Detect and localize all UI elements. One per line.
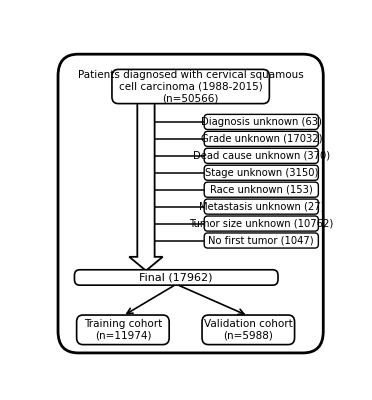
- Text: Tumor size unknown (10762): Tumor size unknown (10762): [189, 218, 333, 228]
- FancyBboxPatch shape: [202, 315, 295, 345]
- Text: Stage unknown (3150): Stage unknown (3150): [205, 168, 318, 178]
- Text: Patients diagnosed with cervical squamous
cell carcinoma (1988-2015)
(n=50566): Patients diagnosed with cervical squamou…: [78, 70, 304, 103]
- FancyBboxPatch shape: [204, 182, 318, 197]
- FancyBboxPatch shape: [204, 216, 318, 231]
- FancyBboxPatch shape: [58, 54, 323, 353]
- Text: Grade unknown (17032): Grade unknown (17032): [201, 134, 322, 144]
- Text: Metastasis unknown (27): Metastasis unknown (27): [199, 202, 324, 212]
- FancyBboxPatch shape: [74, 270, 278, 285]
- Polygon shape: [129, 103, 163, 271]
- Text: Diagnosis unknown (63): Diagnosis unknown (63): [201, 117, 322, 127]
- Text: No first tumor (1047): No first tumor (1047): [208, 236, 314, 246]
- FancyBboxPatch shape: [204, 148, 318, 163]
- FancyBboxPatch shape: [204, 165, 318, 180]
- Text: Final (17962): Final (17962): [140, 272, 213, 282]
- FancyBboxPatch shape: [112, 70, 269, 104]
- FancyBboxPatch shape: [204, 199, 318, 214]
- FancyBboxPatch shape: [77, 315, 169, 345]
- Text: Race unknown (153): Race unknown (153): [210, 185, 312, 195]
- Text: Dead cause unknown (370): Dead cause unknown (370): [193, 151, 330, 161]
- FancyBboxPatch shape: [204, 233, 318, 248]
- Text: Validation cohort
(n=5988): Validation cohort (n=5988): [204, 319, 293, 341]
- Text: Training cohort
(n=11974): Training cohort (n=11974): [84, 319, 162, 341]
- FancyBboxPatch shape: [204, 131, 318, 146]
- FancyBboxPatch shape: [204, 114, 318, 130]
